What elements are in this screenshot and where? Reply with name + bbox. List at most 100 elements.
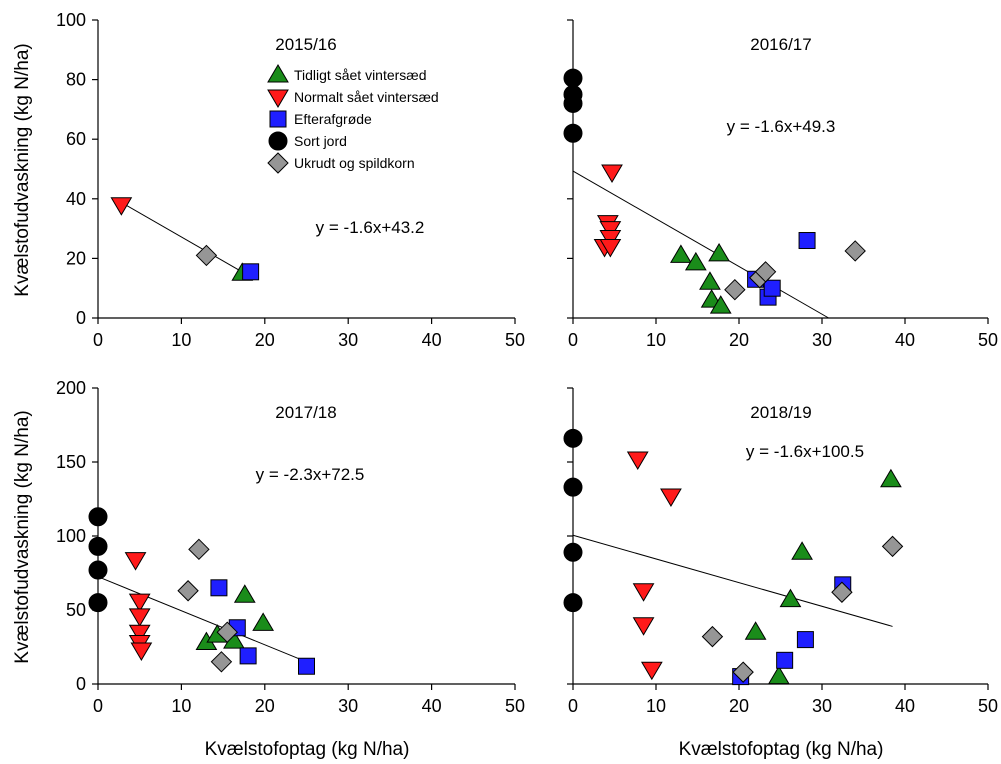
x-tick-label: 40 bbox=[422, 330, 442, 350]
data-point bbox=[844, 240, 866, 262]
x-tick-label: 40 bbox=[895, 330, 915, 350]
data-point bbox=[563, 93, 583, 113]
data-point bbox=[660, 488, 682, 508]
x-tick-label: 50 bbox=[505, 330, 525, 350]
y-tick-label: 80 bbox=[66, 70, 86, 90]
x-tick-label: 0 bbox=[568, 696, 578, 716]
data-point bbox=[128, 624, 151, 644]
y-tick-label: 20 bbox=[66, 248, 86, 268]
regression-line bbox=[572, 534, 893, 627]
data-point bbox=[754, 261, 777, 283]
data-point bbox=[684, 251, 707, 271]
data-point bbox=[88, 507, 108, 527]
panel-2018-19: 0 10 20 30 40 50 2018/19 y = -1.6x+100.5 bbox=[563, 387, 998, 716]
data-point bbox=[708, 242, 730, 262]
data-point bbox=[242, 263, 260, 281]
panel-title: 2016/17 bbox=[750, 35, 811, 54]
x-axis-label-right: Kvælstofoptag (kg N/ha) bbox=[679, 739, 884, 760]
y-tick-label: 200 bbox=[56, 378, 86, 398]
data-point bbox=[632, 583, 655, 602]
legend-marker bbox=[267, 152, 289, 174]
x-tick-label: 20 bbox=[729, 330, 749, 350]
x-tick-label: 20 bbox=[255, 330, 275, 350]
data-point bbox=[210, 651, 233, 673]
data-point bbox=[601, 164, 623, 183]
data-point bbox=[791, 541, 813, 560]
legend-marker bbox=[267, 89, 289, 108]
regression-line bbox=[572, 170, 829, 319]
regression-equation: y = -1.6x+49.3 bbox=[727, 117, 836, 136]
data-point bbox=[195, 244, 218, 267]
x-tick-label: 50 bbox=[978, 330, 998, 350]
x-tick-label: 10 bbox=[646, 330, 666, 350]
x-tick-label: 30 bbox=[812, 330, 832, 350]
data-point bbox=[640, 661, 663, 681]
x-tick-label: 40 bbox=[895, 696, 915, 716]
y-tick-label: 0 bbox=[76, 674, 86, 694]
data-point bbox=[563, 123, 583, 143]
panel-2015-16: 0 10 20 30 40 50 0 20 40 60 80 100 2015/16 y = -1.6x+… bbox=[56, 10, 525, 350]
legend-label: Ukrudt og spildkorn bbox=[294, 155, 415, 171]
legend-marker bbox=[269, 110, 287, 128]
panel-2016-17: 0 10 20 30 40 50 2016/17 y = -1.6x+49.3 bbox=[563, 19, 998, 350]
data-point bbox=[699, 271, 721, 290]
panel-title: 2017/18 bbox=[275, 403, 336, 422]
panel-title: 2015/16 bbox=[275, 35, 336, 54]
y-tick-label: 100 bbox=[56, 10, 86, 30]
x-tick-label: 10 bbox=[171, 696, 191, 716]
x-tick-label: 30 bbox=[812, 696, 832, 716]
data-point bbox=[796, 631, 814, 649]
x-tick-label: 20 bbox=[255, 696, 275, 716]
data-point bbox=[709, 295, 732, 314]
data-point bbox=[881, 535, 904, 558]
y-axis-label-top: Kvælstofudvaskning (kg N/ha) bbox=[12, 43, 33, 296]
y-axis-label-bottom: Kvælstofudvaskning (kg N/ha) bbox=[12, 410, 33, 663]
panel-2017-18: 0 10 20 30 40 50 0 50 100 150 200 2017/18 y = -2.3x+… bbox=[56, 378, 525, 716]
x-tick-label: 40 bbox=[422, 696, 442, 716]
x-tick-label: 10 bbox=[646, 696, 666, 716]
data-point bbox=[563, 477, 583, 497]
data-point bbox=[626, 451, 649, 471]
x-tick-label: 0 bbox=[93, 330, 103, 350]
legend-marker bbox=[267, 64, 289, 83]
data-point bbox=[763, 279, 781, 297]
legend: Tidligt sået vintersæd Normalt sået vinte… bbox=[267, 64, 439, 174]
data-point bbox=[670, 244, 692, 263]
x-tick-label: 10 bbox=[171, 330, 191, 350]
x-tick-label: 50 bbox=[978, 696, 998, 716]
data-point bbox=[632, 617, 655, 636]
data-point bbox=[563, 593, 583, 613]
data-point bbox=[724, 278, 746, 301]
panel-title: 2018/19 bbox=[750, 403, 811, 422]
data-point bbox=[298, 657, 315, 675]
legend-label: Tidligt sået vintersæd bbox=[294, 67, 427, 83]
data-point bbox=[110, 197, 133, 216]
x-tick-label: 0 bbox=[93, 696, 103, 716]
x-tick-label: 30 bbox=[338, 696, 358, 716]
data-point bbox=[188, 538, 210, 561]
regression-equation: y = -1.6x+100.5 bbox=[746, 442, 864, 461]
x-tick-label: 20 bbox=[729, 696, 749, 716]
data-point bbox=[701, 625, 724, 648]
data-point bbox=[732, 661, 754, 683]
data-point bbox=[88, 560, 108, 580]
legend-label: Sort jord bbox=[294, 133, 347, 149]
data-point bbox=[798, 232, 816, 250]
data-point bbox=[776, 651, 794, 669]
data-point bbox=[177, 580, 199, 602]
data-point bbox=[599, 238, 622, 258]
data-point bbox=[128, 593, 151, 613]
data-point bbox=[252, 612, 275, 631]
data-point bbox=[210, 579, 228, 597]
data-point bbox=[128, 608, 151, 627]
data-point bbox=[88, 536, 108, 556]
regression-line bbox=[119, 201, 251, 277]
regression-equation: y = -1.6x+43.2 bbox=[316, 218, 425, 237]
y-tick-label: 100 bbox=[56, 526, 86, 546]
x-axis-label-left: Kvælstofoptag (kg N/ha) bbox=[205, 739, 410, 760]
y-tick-label: 40 bbox=[66, 189, 86, 209]
data-point bbox=[124, 552, 147, 571]
x-tick-label: 0 bbox=[568, 330, 578, 350]
y-tick-label: 50 bbox=[66, 600, 86, 620]
